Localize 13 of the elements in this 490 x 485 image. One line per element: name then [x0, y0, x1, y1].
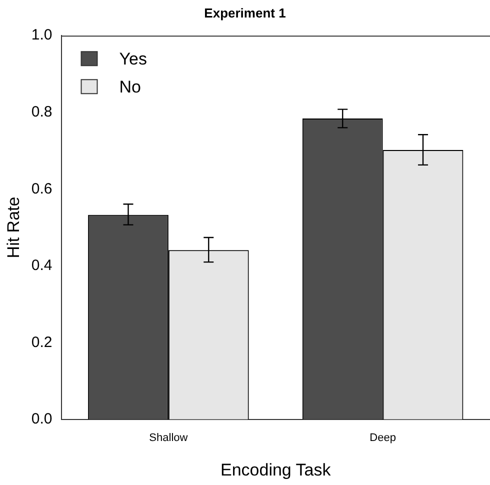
y-axis-title: Hit Rate [4, 196, 23, 258]
y-tick-label: 1.0 [31, 26, 52, 44]
y-tick-label: 0.2 [31, 334, 52, 351]
chart-title: Experiment 1 [204, 5, 286, 20]
x-axis-title: Encoding Task [220, 460, 332, 480]
y-tick-label: 0.8 [31, 104, 52, 120]
legend-label: No [119, 77, 141, 96]
x-tick-label: Shallow [149, 432, 188, 444]
y-tick-label: 0.4 [31, 257, 52, 274]
x-tick-label: Deep [370, 432, 396, 444]
y-tick-label: 0.6 [31, 180, 52, 198]
y-tick-label: 0.0 [31, 410, 52, 428]
legend-label: Yes [119, 49, 147, 68]
